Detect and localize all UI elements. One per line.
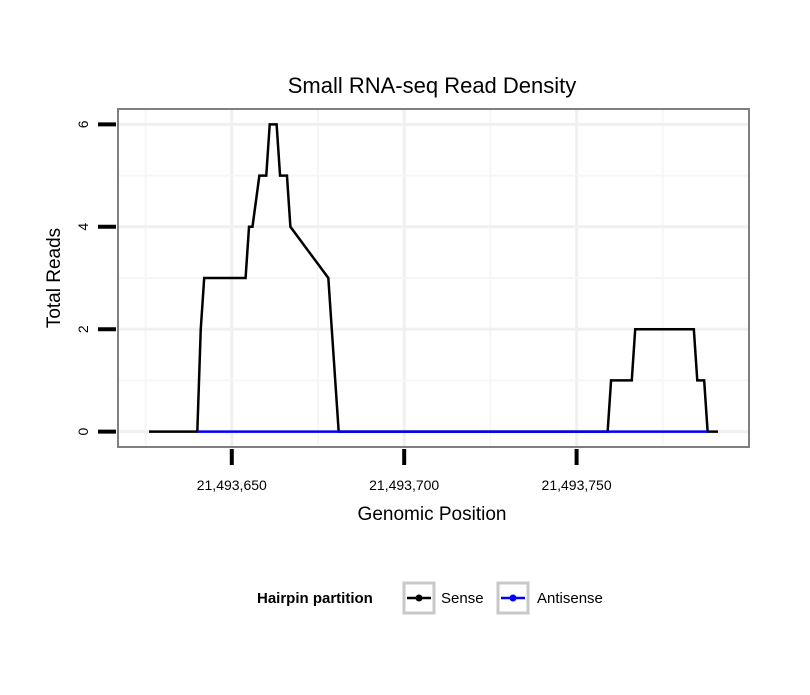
plot-panel-border: [117, 108, 750, 448]
x-tick-label: 21,493,650: [197, 477, 267, 493]
legend-key-point: [415, 594, 423, 602]
legend-title: Hairpin partition: [257, 590, 373, 607]
x-tick-label: 21,493,700: [369, 477, 439, 493]
legend-items: Sense Antisense: [402, 581, 603, 615]
y-tick-label: 0: [75, 428, 91, 436]
y-tick-label: 2: [75, 325, 91, 333]
series-layer: [149, 123, 718, 433]
legend-key-point: [509, 594, 517, 602]
y-axis: 0 2 4 6: [75, 120, 116, 436]
x-tick-label: 21,493,750: [542, 477, 612, 493]
x-axis: 21,493,650 21,493,700 21,493,750: [197, 449, 612, 493]
y-tick-label: 6: [75, 120, 91, 128]
x-axis-title: Genomic Position: [358, 504, 507, 525]
y-axis-title: Total Reads: [44, 228, 65, 328]
series-line-sense: [149, 123, 718, 433]
legend-label-sense: Sense: [441, 590, 484, 607]
y-tick-label: 4: [75, 223, 91, 231]
chart-title: Small RNA-seq Read Density: [288, 73, 577, 98]
legend-label-antisense: Antisense: [537, 590, 603, 607]
legend: Hairpin partition Sense Antisense: [257, 581, 603, 615]
